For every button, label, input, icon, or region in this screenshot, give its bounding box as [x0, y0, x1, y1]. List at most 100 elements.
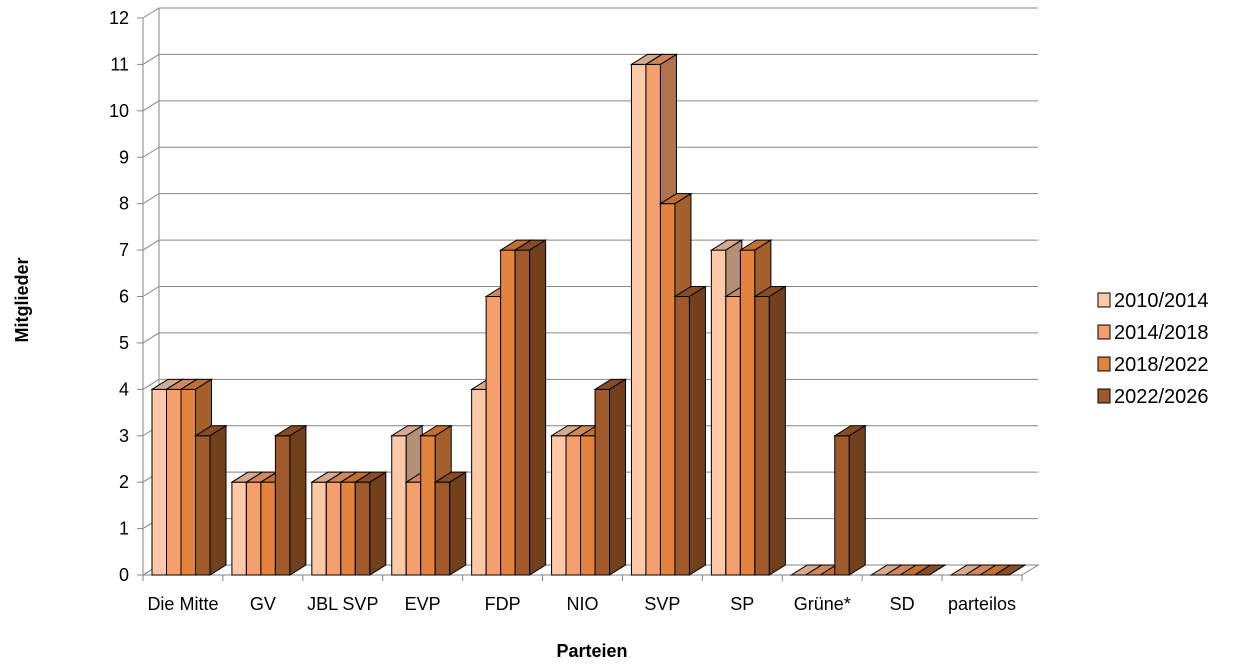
y-tick-label: 7 — [119, 240, 129, 260]
y-tick-label: 5 — [119, 333, 129, 353]
bar-side — [369, 471, 387, 576]
bar — [513, 239, 548, 576]
x-tick-label: SVP — [644, 594, 680, 614]
bar-front — [245, 481, 262, 576]
y-tick-label: 11 — [110, 54, 129, 74]
x-tick-label: parteilos — [948, 594, 1016, 614]
bar-front — [391, 435, 407, 576]
y-tick-label: 3 — [119, 426, 129, 446]
bars-layer — [150, 53, 1027, 576]
gridline-depth — [142, 146, 160, 158]
legend-label: 2014/2018 — [1114, 322, 1209, 344]
bar — [353, 471, 388, 576]
bar-side — [209, 424, 227, 576]
y-tick-label: 0 — [119, 565, 129, 585]
bar — [193, 424, 228, 576]
gridline-depth — [142, 7, 160, 19]
bar-front — [151, 388, 167, 576]
bar-front — [405, 481, 422, 576]
bar-front — [166, 388, 182, 576]
bar — [273, 424, 308, 576]
x-tick-label: JBL SVP — [307, 594, 378, 614]
gridline-depth — [142, 193, 160, 205]
gridline-depth — [142, 53, 160, 65]
x-axis-title: Parteien — [556, 641, 627, 661]
bar — [433, 471, 468, 576]
bar-front — [180, 388, 196, 576]
x-tick-label: GV — [250, 594, 276, 614]
y-tick-label: 1 — [119, 519, 129, 539]
legend-item: 2018/2022 — [1097, 354, 1209, 376]
bar-front — [674, 296, 690, 576]
bar-front — [311, 481, 327, 576]
x-tick-label: SP — [730, 594, 754, 614]
legend-swatch — [1097, 356, 1111, 372]
bar-front — [754, 296, 770, 576]
bar-front — [551, 435, 567, 576]
y-tick-label: 8 — [119, 194, 129, 214]
x-tick-label: EVP — [405, 594, 441, 614]
bar-side — [609, 378, 627, 576]
bar-side — [449, 471, 467, 576]
bar — [673, 285, 708, 576]
x-tick-label: NIO — [566, 594, 598, 614]
bar-front — [340, 481, 356, 576]
bar-front — [434, 481, 451, 576]
bar-front — [500, 249, 516, 576]
bar-side — [768, 285, 786, 576]
bar-front — [594, 388, 611, 576]
legend-item: 2022/2026 — [1097, 386, 1209, 408]
bar — [992, 564, 1027, 576]
gridline-depth — [142, 332, 160, 344]
bar-front — [514, 249, 531, 576]
y-axis-title: Mitglieder — [12, 257, 32, 342]
legend-item: 2014/2018 — [1097, 322, 1209, 344]
y-tick-label: 9 — [119, 147, 129, 167]
bar-front — [274, 435, 291, 576]
legend-swatch — [1097, 292, 1111, 308]
x-tick-label: SD — [890, 594, 915, 614]
bar-side — [289, 424, 307, 576]
legend-label: 2018/2022 — [1114, 354, 1209, 376]
legend-item: 2010/2014 — [1097, 290, 1209, 312]
x-tick-label: Grüne* — [794, 594, 851, 614]
y-tick-label: 12 — [109, 8, 129, 28]
legend-swatch — [1097, 324, 1111, 340]
legend-label: 2010/2014 — [1114, 290, 1209, 312]
bar-front — [659, 203, 676, 576]
bar-side — [688, 285, 706, 576]
bar-front — [710, 249, 727, 576]
x-tick-label: Die Mitte — [147, 594, 218, 614]
bar-front — [485, 296, 502, 576]
bar-front — [260, 481, 276, 576]
bar-front — [630, 63, 647, 576]
y-tick-label: 6 — [119, 287, 129, 307]
gridline-depth — [142, 378, 160, 390]
bar-front — [565, 435, 582, 576]
bar-front — [354, 481, 371, 576]
y-tick-label: 4 — [119, 379, 129, 399]
gridline-depth — [142, 100, 160, 112]
gridline-depth — [142, 286, 160, 297]
bar-front — [471, 388, 487, 576]
y-tick-label: 10 — [109, 101, 129, 121]
bar-front — [580, 435, 596, 576]
bar-front — [195, 435, 211, 576]
y-tick-label: 2 — [119, 472, 129, 492]
bar-front — [834, 435, 850, 576]
bar-front — [725, 296, 741, 576]
bar-front — [231, 481, 247, 576]
x-tick-label: FDP — [485, 594, 521, 614]
bar — [833, 424, 868, 576]
gridline-depth — [142, 239, 160, 251]
legend-swatch — [1097, 388, 1111, 404]
legend: 2010/2014 2014/2018 2018/2022 2022/2026 — [1097, 290, 1209, 408]
bar-side — [928, 564, 946, 576]
legend-label: 2022/2026 — [1114, 386, 1209, 408]
bar — [912, 564, 947, 576]
bar — [753, 285, 788, 576]
bar-front — [420, 435, 436, 576]
